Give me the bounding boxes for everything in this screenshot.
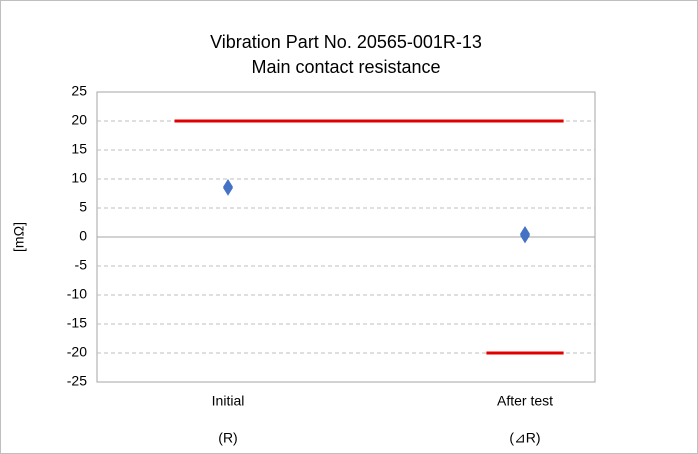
y-tick-label: 20	[71, 112, 87, 128]
y-tick-label: 10	[71, 170, 87, 186]
y-tick-label: -20	[67, 344, 87, 360]
chart-subtitle: Main contact resistance	[251, 57, 440, 77]
y-tick-label: -5	[75, 257, 88, 273]
y-tick-label: 5	[79, 199, 87, 215]
y-axis-label: [mΩ]	[11, 222, 27, 252]
y-tick-label: 0	[79, 228, 87, 244]
x-sublabel: (⊿R)	[509, 430, 540, 446]
x-tick-label: After test	[497, 393, 553, 409]
y-tick-label: -15	[67, 315, 87, 331]
chart-title: Vibration Part No. 20565-001R-13	[210, 32, 482, 52]
marker	[520, 235, 530, 244]
x-tick-label: Initial	[212, 393, 245, 409]
y-tick-label: -25	[67, 373, 87, 389]
marker	[223, 187, 233, 196]
y-tick-label: -10	[67, 286, 87, 302]
y-tick-label: 15	[71, 141, 87, 157]
y-tick-label: 25	[71, 83, 87, 99]
x-sublabel: (R)	[218, 430, 237, 446]
